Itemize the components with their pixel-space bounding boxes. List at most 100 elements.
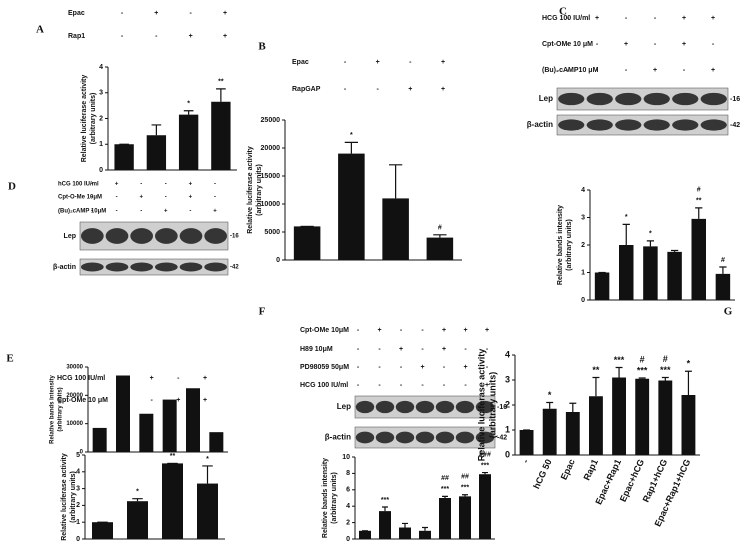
condition-label: RapGAP <box>292 86 321 93</box>
blot-band <box>105 262 129 272</box>
y-axis-label: Relative bands intensity <box>322 458 329 538</box>
blot-strip <box>79 221 229 251</box>
bar <box>209 432 224 452</box>
condition-sign: + <box>463 364 467 371</box>
bar <box>439 498 451 539</box>
condition-sign: - <box>91 182 93 188</box>
condition-label: Cpt-OMe 10 μM <box>57 397 108 404</box>
y-axis-label: (arbitrary units) <box>256 164 263 216</box>
bar <box>658 380 673 455</box>
significance-mark: # <box>663 354 668 364</box>
blot-band <box>179 262 203 272</box>
blot-label: β-actin <box>325 433 351 442</box>
y-tick-label: 10 <box>342 454 350 461</box>
blot-band <box>130 228 154 244</box>
blot-band <box>80 228 104 244</box>
error-bar <box>661 376 669 381</box>
blot-band <box>558 92 585 106</box>
condition-label: HCG 100 IU/ml <box>542 15 590 22</box>
blot-band <box>435 431 455 444</box>
y-tick-label: 30000 <box>66 365 83 371</box>
y-axis-label: Relative luciferase activity <box>247 146 254 234</box>
condition-sign: + <box>399 346 403 353</box>
bar <box>594 272 610 300</box>
condition-sign: - <box>344 59 347 66</box>
significance-mark: # <box>640 354 645 364</box>
significance-mark: ## <box>461 474 469 481</box>
blot-band <box>615 92 642 106</box>
y-axis-label: (arbitrary units) <box>58 387 64 431</box>
y-tick-label: 3 <box>581 214 585 221</box>
condition-sign: - <box>376 86 379 93</box>
condition-sign: - <box>124 397 127 404</box>
error-bar <box>344 141 359 154</box>
y-tick-label: 0 <box>76 536 80 543</box>
error-bar <box>382 506 388 512</box>
condition-label: (Bu)₂cAMP 10μM <box>58 209 106 215</box>
condition-sign: - <box>421 346 424 353</box>
blot-band <box>615 119 642 131</box>
condition-sign: - <box>121 33 124 40</box>
y-tick-label: 2 <box>346 519 350 526</box>
condition-sign: - <box>400 327 403 334</box>
y-tick-label: 1 <box>581 269 585 276</box>
blot-marker: -16 <box>230 234 239 240</box>
condition-sign: - <box>400 364 403 371</box>
significance-mark: * <box>136 489 139 496</box>
y-axis-label: Relative bands intensity <box>50 374 56 443</box>
blot-marker: -42 <box>230 265 239 271</box>
y-tick-label: 2 <box>76 502 80 509</box>
condition-sign: - <box>421 382 424 389</box>
blot-marker: -42 <box>730 122 740 129</box>
y-tick-label: 5000 <box>264 229 280 236</box>
error-bar <box>592 376 600 397</box>
bar <box>635 378 650 455</box>
y-axis-label: (arbitrary units) <box>90 93 97 145</box>
blot-band <box>154 228 178 244</box>
error-bar <box>402 522 408 528</box>
significance-mark: *** <box>660 365 671 375</box>
condition-sign: - <box>124 375 127 382</box>
significance-mark: # <box>697 187 701 194</box>
bar <box>178 114 199 170</box>
condition-sign: + <box>213 209 217 215</box>
y-tick-label: 1 <box>99 141 103 148</box>
significance-mark: *** <box>637 365 648 375</box>
y-tick-label: 20000 <box>66 393 83 399</box>
condition-sign: - <box>214 195 216 201</box>
significance-mark: ** <box>696 198 702 205</box>
blot-band <box>586 119 613 131</box>
condition-sign: - <box>189 209 191 215</box>
error-bar <box>183 110 194 115</box>
bar <box>691 218 706 300</box>
condition-sign: - <box>344 86 347 93</box>
condition-sign: - <box>140 182 142 188</box>
condition-sign: - <box>625 15 628 22</box>
condition-sign: + <box>441 59 445 66</box>
blot-band <box>154 262 178 272</box>
error-bar <box>422 526 428 531</box>
condition-sign: - <box>486 364 489 371</box>
y-tick-label: 3 <box>505 374 510 384</box>
bar <box>162 399 177 452</box>
condition-sign: + <box>150 375 154 382</box>
significance-mark: ** <box>170 453 176 460</box>
y-tick-label: 20000 <box>261 145 281 152</box>
blot-band <box>395 431 415 444</box>
bar <box>146 135 167 170</box>
blot-label: Lep <box>64 233 76 240</box>
significance-mark: * <box>548 390 552 400</box>
y-tick-label: 4 <box>99 64 103 71</box>
bar <box>519 430 534 455</box>
bar <box>643 246 658 300</box>
blot-band <box>643 92 670 106</box>
bar <box>293 226 321 260</box>
y-tick-label: 2 <box>505 399 510 409</box>
error-bar <box>388 164 403 199</box>
condition-sign: + <box>485 327 489 334</box>
blot-band <box>204 262 228 272</box>
condition-sign: - <box>421 327 424 334</box>
blot-band <box>395 400 415 414</box>
x-tick-label: Epac <box>559 458 577 482</box>
condition-sign: + <box>189 182 193 188</box>
